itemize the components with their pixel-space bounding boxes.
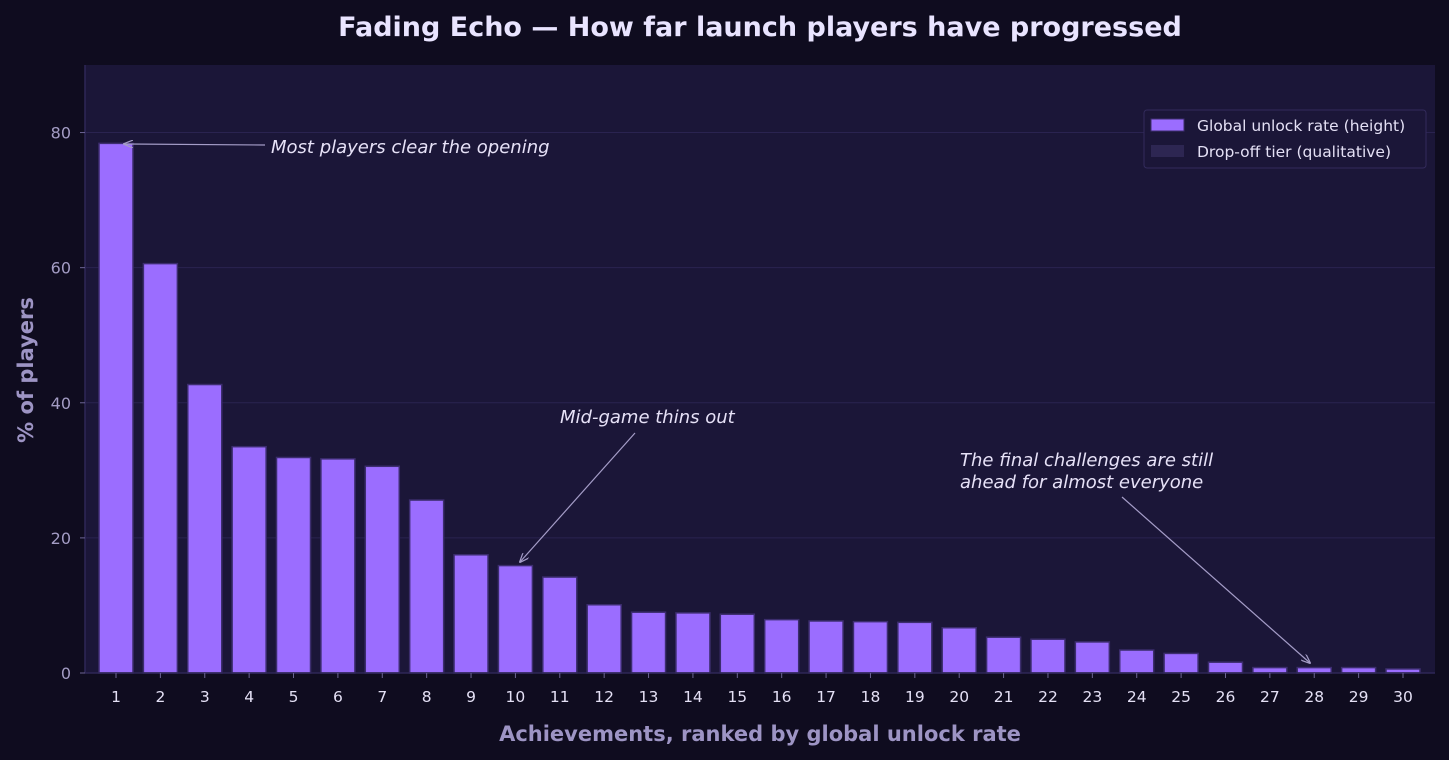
x-tick-label: 20 bbox=[949, 688, 969, 706]
bar bbox=[1163, 652, 1199, 674]
bar bbox=[719, 613, 756, 674]
x-tick-label: 22 bbox=[1038, 688, 1058, 706]
bar bbox=[408, 499, 445, 674]
x-tick-label: 12 bbox=[594, 688, 614, 706]
annotation-text: ahead for almost everyone bbox=[960, 472, 1203, 493]
bar bbox=[1030, 638, 1066, 674]
bar bbox=[985, 636, 1022, 674]
y-tick-label: 40 bbox=[51, 394, 71, 413]
x-tick-label: 29 bbox=[1349, 688, 1369, 706]
x-tick-label: 14 bbox=[683, 688, 703, 706]
x-tick-label: 27 bbox=[1260, 688, 1280, 706]
bar bbox=[187, 383, 223, 674]
annotation-arrow bbox=[520, 432, 636, 562]
bar bbox=[852, 620, 889, 674]
bar bbox=[763, 618, 800, 674]
bar bbox=[453, 554, 489, 674]
x-tick-label: 13 bbox=[639, 688, 659, 706]
x-tick-label: 30 bbox=[1393, 688, 1413, 706]
bar bbox=[275, 456, 312, 674]
x-tick-label: 28 bbox=[1304, 688, 1324, 706]
y-tick-label: 20 bbox=[51, 529, 71, 548]
bar bbox=[675, 612, 711, 674]
x-tick-label: 6 bbox=[333, 688, 343, 706]
bar bbox=[808, 620, 844, 674]
x-tick-label: 5 bbox=[289, 688, 299, 706]
y-tick-label: 60 bbox=[51, 259, 71, 278]
x-tick-label: 24 bbox=[1127, 688, 1147, 706]
x-tick-label: 2 bbox=[155, 688, 165, 706]
x-tick-label: 23 bbox=[1082, 688, 1102, 706]
bar bbox=[231, 445, 267, 674]
legend-swatch-unlock-rate bbox=[1150, 118, 1185, 132]
x-tick-label: 11 bbox=[550, 688, 570, 706]
legend-label-unlock-rate: Global unlock rate (height) bbox=[1197, 117, 1405, 135]
legend-label-drop-off-tier: Drop-off tier (qualitative) bbox=[1197, 143, 1391, 161]
x-tick-label: 25 bbox=[1171, 688, 1191, 706]
annotation-text: Mid-game thins out bbox=[560, 407, 736, 428]
x-tick-label: 18 bbox=[861, 688, 881, 706]
annotation-arrow bbox=[124, 144, 266, 145]
x-tick-label: 16 bbox=[772, 688, 792, 706]
x-tick-label: 10 bbox=[506, 688, 526, 706]
bar bbox=[941, 626, 977, 674]
x-tick-label: 26 bbox=[1216, 688, 1236, 706]
x-tick-label: 9 bbox=[466, 688, 476, 706]
y-tick-labels: 0 20 40 60 80 bbox=[51, 124, 85, 683]
y-tick-label: 80 bbox=[51, 124, 71, 143]
x-tick-label: 17 bbox=[816, 688, 836, 706]
bar bbox=[542, 576, 578, 674]
x-tick-label: 21 bbox=[994, 688, 1014, 706]
bar bbox=[897, 621, 933, 674]
chart-title: Fading Echo — How far launch players hav… bbox=[338, 12, 1182, 43]
bar bbox=[1296, 666, 1332, 674]
annotation-text: The final challenges are still bbox=[960, 450, 1213, 471]
x-axis-label: Achievements, ranked by global unlock ra… bbox=[499, 722, 1021, 746]
legend: Global unlock rate (height) Drop-off tie… bbox=[1143, 109, 1427, 169]
annotation-arrow bbox=[1121, 496, 1310, 663]
x-tick-label: 15 bbox=[727, 688, 747, 706]
bar bbox=[1207, 661, 1244, 674]
y-axis-label: % of players bbox=[14, 297, 38, 443]
annotations: Most players clear the opening Mid-game t… bbox=[124, 137, 1310, 663]
bar bbox=[1340, 666, 1377, 674]
bar bbox=[142, 262, 179, 674]
x-tick-labels: 1 2 3 4 5 6 7 8 9 10 11 12 13 14 15 16 17 18 19 20 21 22 23 24 2… bbox=[111, 673, 1413, 706]
x-tick-label: 7 bbox=[377, 688, 387, 706]
x-tick-label: 3 bbox=[200, 688, 210, 706]
annotation-text: Most players clear the opening bbox=[271, 137, 550, 158]
bar bbox=[320, 458, 356, 674]
x-tick-label: 4 bbox=[244, 688, 254, 706]
legend-swatch-drop-off-tier bbox=[1151, 145, 1184, 157]
bar bbox=[1252, 666, 1288, 674]
bar bbox=[1074, 641, 1111, 674]
x-tick-label: 1 bbox=[111, 688, 121, 706]
x-tick-label: 19 bbox=[905, 688, 925, 706]
bar bbox=[497, 564, 534, 674]
y-tick-label: 0 bbox=[61, 664, 71, 683]
bar bbox=[98, 142, 134, 674]
bar bbox=[1118, 649, 1155, 674]
x-tick-label: 8 bbox=[422, 688, 432, 706]
bar bbox=[364, 465, 401, 674]
legend-box bbox=[1143, 109, 1427, 169]
bar bbox=[630, 611, 667, 674]
bar bbox=[586, 604, 622, 674]
